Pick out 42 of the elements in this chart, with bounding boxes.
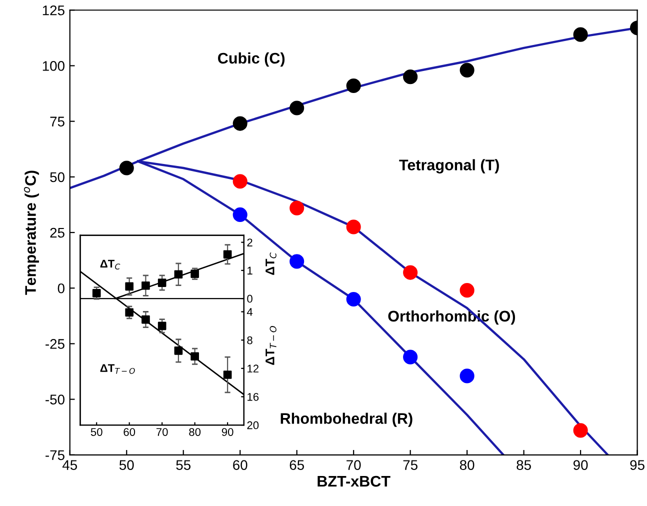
x-axis-title: BZT-xBCT [318, 476, 390, 487]
x-tick-label: 85 [516, 460, 531, 470]
annotation: Cubic (C) [218, 52, 285, 67]
x-tick-label: 80 [189, 428, 201, 436]
x-tick-label: 60 [233, 460, 248, 470]
annotation: ΔT$_{T−O}$ [100, 364, 135, 374]
y-tick-label: 75 [50, 116, 64, 126]
y-tick-label: -75 [46, 450, 64, 460]
y-axis-title: ΔT$_{C}$ [266, 252, 276, 275]
x-tick-label: 50 [90, 428, 102, 436]
x-tick-label: 70 [156, 428, 168, 436]
x-tick-label: 75 [403, 460, 418, 470]
y-tick-label: 50 [50, 172, 64, 182]
y-tick-label: 2 [247, 238, 252, 246]
x-tick-label: 90 [222, 428, 234, 436]
y-tick-label: 16 [248, 392, 259, 401]
y-tick-label: 100 [42, 61, 64, 71]
y-axis-title: Temperature ($^{o}$C) [24, 170, 39, 295]
y-tick-label: 125 [42, 5, 64, 16]
annotation: Tetragonal (T) [399, 159, 499, 174]
x-tick-label: 90 [573, 460, 588, 470]
y-axis-title: ΔT$_{T−O}$ [266, 326, 276, 365]
y-tick-label: 12 [248, 364, 258, 372]
y-tick-label: -25 [46, 339, 64, 349]
y-tick-label: 4 [246, 308, 253, 316]
y-tick-label: -50 [46, 394, 64, 404]
x-tick-label: 45 [62, 460, 78, 470]
y-tick-label: 0 [58, 283, 64, 294]
y-tick-label: 0 [247, 294, 252, 303]
y-tick-label: 20 [247, 421, 259, 430]
annotation: Rhombohedral (R) [280, 412, 412, 427]
x-tick-label: 50 [119, 460, 134, 470]
y-tick-label: 25 [50, 228, 64, 238]
x-tick-label: 80 [460, 460, 474, 470]
y-tick-label: 8 [247, 336, 252, 344]
annotation: ΔT$_{C}$ [100, 260, 120, 270]
y-tick-label: 1 [248, 266, 252, 274]
x-tick-label: 60 [124, 428, 136, 436]
x-tick-label: 55 [176, 460, 191, 470]
x-tick-label: 65 [290, 460, 304, 470]
x-tick-label: 95 [630, 460, 644, 470]
x-tick-label: 70 [346, 460, 361, 470]
